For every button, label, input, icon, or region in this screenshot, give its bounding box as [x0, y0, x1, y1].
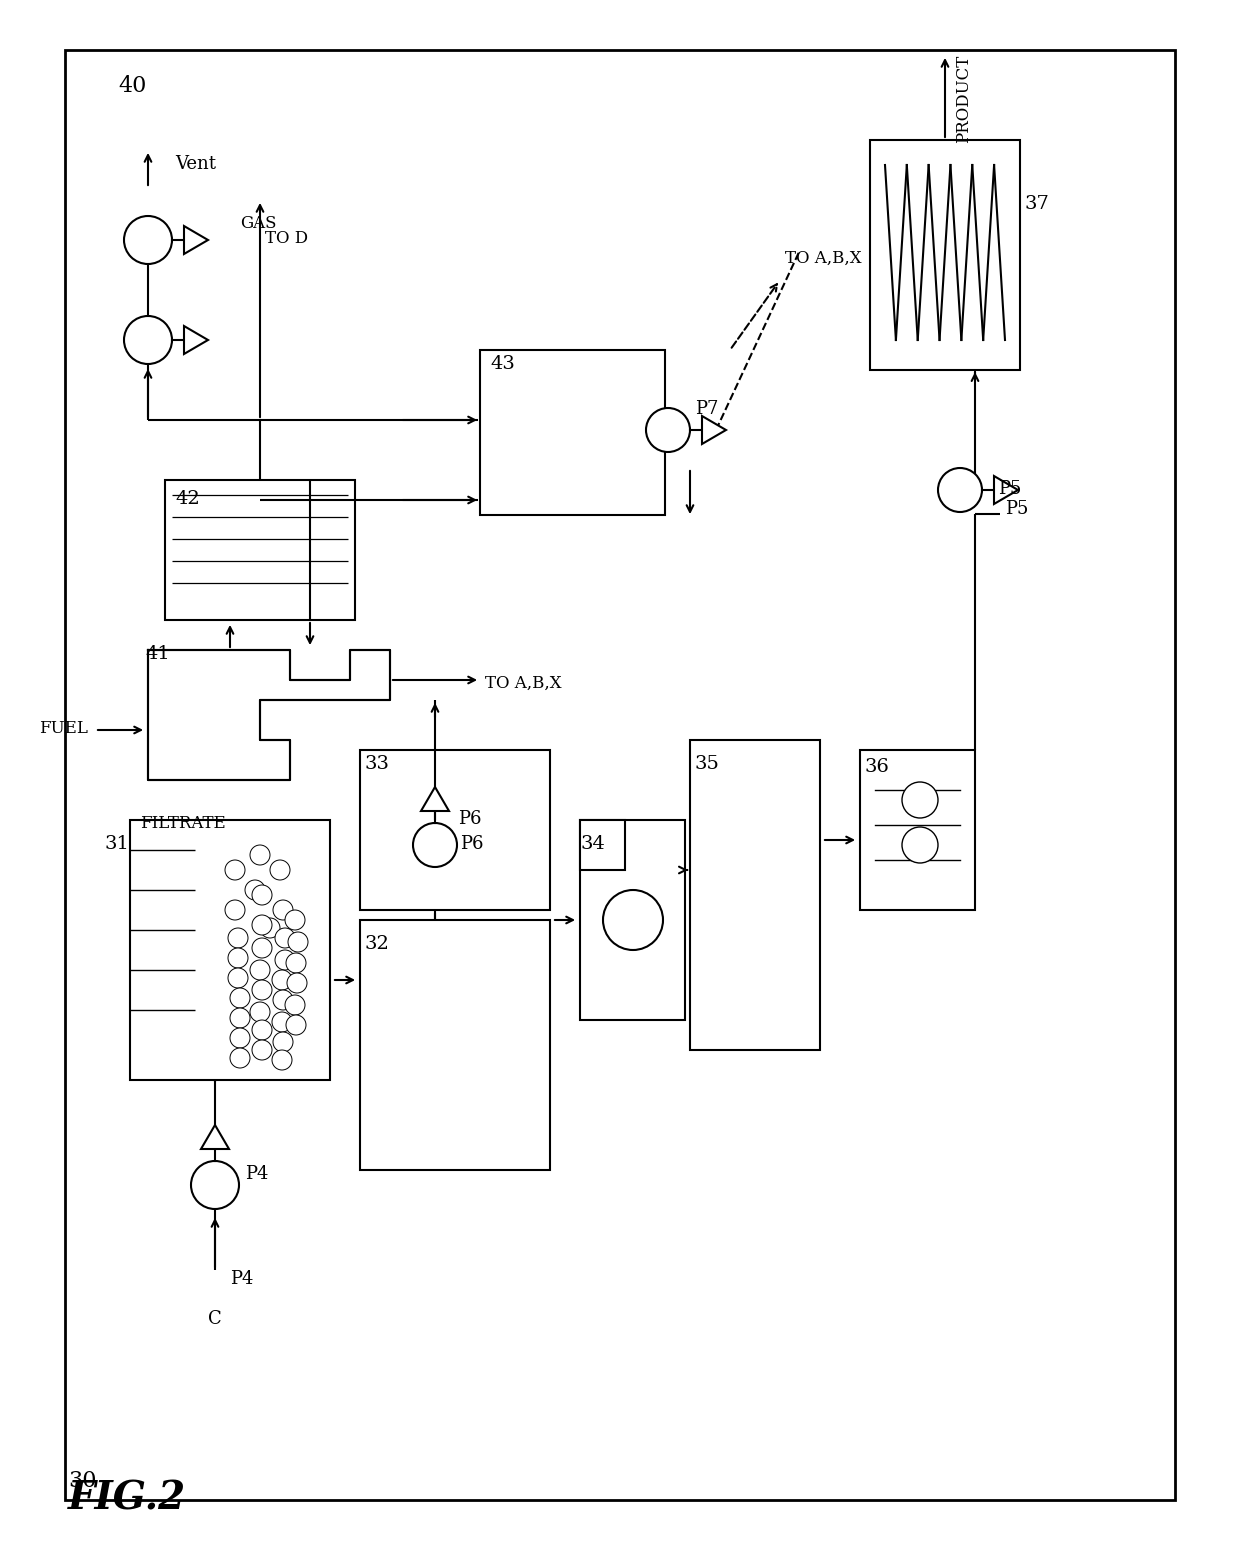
Bar	[165, 479, 355, 619]
Bar	[130, 820, 330, 1080]
Bar	[360, 750, 551, 911]
Text: GAS: GAS	[241, 216, 277, 233]
Circle shape	[272, 969, 291, 989]
Circle shape	[252, 915, 272, 935]
Polygon shape	[994, 476, 1018, 504]
Text: TO A,B,X: TO A,B,X	[485, 675, 562, 692]
Polygon shape	[422, 787, 449, 811]
Circle shape	[288, 932, 308, 952]
Circle shape	[229, 1048, 250, 1068]
Circle shape	[252, 885, 272, 905]
Text: FIG.2: FIG.2	[68, 1479, 186, 1518]
Bar	[580, 820, 684, 1020]
Circle shape	[901, 781, 937, 818]
Bar	[360, 920, 551, 1170]
Circle shape	[228, 948, 248, 968]
Circle shape	[270, 860, 290, 880]
Bar	[689, 740, 820, 1049]
Bar	[861, 750, 975, 911]
Circle shape	[285, 911, 305, 931]
Text: 42: 42	[175, 490, 200, 509]
Bar	[870, 140, 1021, 370]
Circle shape	[937, 468, 982, 512]
Text: 32: 32	[365, 935, 389, 952]
Circle shape	[229, 988, 250, 1008]
Circle shape	[901, 828, 937, 863]
Text: 37: 37	[1025, 196, 1050, 213]
Circle shape	[286, 1016, 306, 1036]
Text: P4: P4	[229, 1270, 253, 1288]
Text: P5: P5	[998, 479, 1022, 498]
Bar	[120, 65, 965, 784]
Text: 36: 36	[866, 758, 890, 777]
Polygon shape	[702, 416, 725, 444]
Circle shape	[250, 960, 270, 980]
Polygon shape	[184, 227, 208, 254]
Text: P6: P6	[460, 835, 484, 854]
Text: TO D: TO D	[265, 230, 308, 247]
Text: TO A,B,X: TO A,B,X	[785, 250, 862, 267]
Circle shape	[224, 860, 246, 880]
Polygon shape	[148, 650, 391, 780]
Circle shape	[272, 1049, 291, 1069]
Polygon shape	[201, 1125, 229, 1150]
Polygon shape	[184, 327, 208, 354]
Circle shape	[413, 823, 458, 868]
Circle shape	[124, 316, 172, 364]
Circle shape	[273, 989, 293, 1009]
Circle shape	[252, 980, 272, 1000]
Circle shape	[229, 1028, 250, 1048]
Text: 34: 34	[580, 835, 605, 854]
Circle shape	[286, 972, 308, 992]
Text: 40: 40	[118, 76, 146, 97]
Circle shape	[286, 952, 306, 972]
Text: 35: 35	[694, 755, 720, 774]
Text: P7: P7	[694, 401, 718, 418]
Text: 43: 43	[490, 354, 515, 373]
Text: P4: P4	[246, 1165, 268, 1183]
Text: Vent: Vent	[175, 156, 216, 173]
Text: PRODUCT: PRODUCT	[955, 55, 972, 143]
Bar	[64, 49, 1176, 1499]
Circle shape	[273, 900, 293, 920]
Text: C: C	[208, 1310, 222, 1328]
Text: 33: 33	[365, 755, 391, 774]
Text: 30: 30	[68, 1470, 97, 1492]
Circle shape	[603, 891, 663, 949]
Circle shape	[260, 918, 280, 938]
Circle shape	[275, 928, 295, 948]
Circle shape	[275, 949, 295, 969]
Circle shape	[646, 408, 689, 452]
Circle shape	[250, 1002, 270, 1022]
Circle shape	[252, 1040, 272, 1060]
Circle shape	[229, 1008, 250, 1028]
Bar	[480, 350, 665, 515]
Circle shape	[285, 995, 305, 1016]
Text: 31: 31	[105, 835, 130, 854]
Circle shape	[228, 968, 248, 988]
Text: FUEL: FUEL	[40, 720, 88, 737]
Circle shape	[250, 844, 270, 865]
Circle shape	[124, 216, 172, 264]
Text: 41: 41	[145, 646, 170, 663]
Bar	[74, 740, 675, 1450]
Circle shape	[252, 1020, 272, 1040]
Text: P6: P6	[458, 811, 481, 828]
Circle shape	[272, 1012, 291, 1032]
Circle shape	[246, 880, 265, 900]
Circle shape	[191, 1160, 239, 1210]
Circle shape	[224, 900, 246, 920]
Circle shape	[228, 928, 248, 948]
Text: P5: P5	[1004, 499, 1028, 518]
Circle shape	[273, 1032, 293, 1053]
Text: FILTRATE: FILTRATE	[140, 815, 226, 832]
Circle shape	[252, 938, 272, 959]
Bar	[580, 820, 625, 871]
